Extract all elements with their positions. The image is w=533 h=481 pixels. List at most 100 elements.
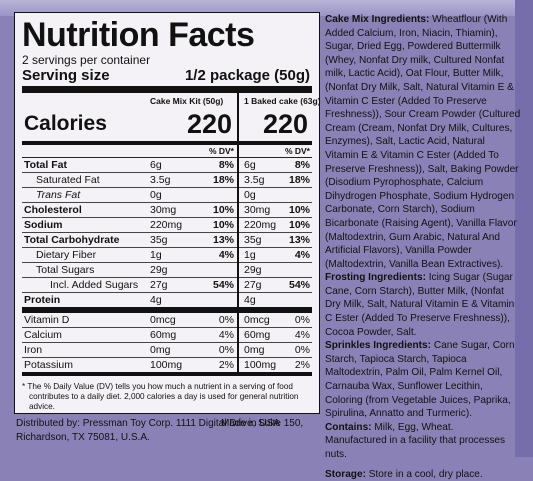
serving-size-row: Serving size 1/2 package (50g) [22,67,312,84]
amount-2: 30mg [244,204,271,216]
col2-head: 1 Baked cake (63g) [244,96,321,106]
amount-1: 29g [150,264,168,276]
amount-2: 0mcg [244,314,270,326]
nutrient-label: Sodium [24,219,63,231]
facility-statement: Manufactured in a facility that processe… [325,435,506,460]
dv-1: 10% [212,219,234,231]
rule [22,232,312,233]
rule [22,327,312,328]
dv-2: 10% [288,219,310,231]
rule [22,262,312,263]
nutrient-label: Protein [24,294,61,306]
amount-1: 0mg [150,344,171,356]
amount-1: 4g [150,294,162,306]
dv-1 [182,188,236,202]
amount-1: 60mg [150,329,177,341]
micro-label: Calcium [24,329,62,341]
dv-1: 18% [212,174,234,186]
rule [22,157,312,158]
contains-label: Contains: [325,421,372,433]
dv-1: 4% [218,329,234,341]
amount-1: 220mg [150,219,183,231]
contains-text: Milk, Egg, Wheat. [374,421,454,433]
rule [22,187,312,188]
amount-1: 27g [150,279,168,291]
amount-1: 100mg [150,359,183,371]
amount-2: 0mg [244,344,265,356]
amount-2: 1g [244,249,256,261]
serving-size-label: Serving size [22,67,110,84]
cake-ingredients-label: Cake Mix Ingredients: [325,14,430,25]
contains-statement: Contains: Milk, Egg, Wheat. [325,421,521,435]
amount-2: 220mg [244,219,277,231]
dv-2 [276,188,312,202]
dv-2 [276,263,312,277]
micro-label: Vitamin D [24,314,70,326]
dv-2: 4% [294,249,310,261]
frosting-ingredients: Frosting Ingredients: Icing Sugar (Sugar… [325,271,521,339]
col1-head: Cake Mix Kit (50g) [150,96,224,106]
daily-value-footnote: * The % Daily Value (DV) tells you how m… [22,382,299,411]
amount-2: 6g [244,159,256,171]
dv-2: 2% [294,359,310,371]
amount-2: 29g [244,264,262,276]
frosting-ingredients-label: Frosting Ingredients: [325,272,426,284]
amount-1: 1g [150,249,162,261]
dv-1 [182,263,236,277]
amount-1: 3.5g [150,174,171,186]
rule [22,307,312,313]
box-right-edge [515,0,533,457]
storage-text: Store in a cool, dry place. [368,468,483,480]
dv-2 [276,293,312,307]
dv-head-1: % DV* [208,146,234,156]
calories-value-1: 220 [186,109,232,139]
dv-1: 0% [218,344,234,356]
blank-dv [22,145,148,157]
rule [22,357,312,358]
amount-1: 0mcg [150,314,176,326]
rule [22,372,312,376]
sprinkles-ingredients: Sprinkles Ingredients: Cane Sugar, Corn … [325,339,521,421]
rule [22,141,312,145]
amount-1: 30mg [150,204,177,216]
dv-1: 13% [212,234,234,246]
dv-2: 10% [288,204,310,216]
dv-1: 10% [212,204,234,216]
micro-label: Iron [24,344,43,356]
amount-2: 35g [244,234,262,246]
serving-size-value: 1/2 package (50g) [184,67,310,84]
cake-ingredients-text: Wheatflour (With Added Calcium, Iron, Ni… [325,14,521,270]
sprinkles-ingredients-text: Cane Sugar, Corn Starch, Tapioca Starch,… [325,340,515,420]
nutrition-title: Nutrition Facts [22,16,255,54]
distributor-info: Distributed by: Pressman Toy Corp. 1111 … [16,417,316,445]
sprinkles-ingredients-label: Sprinkles Ingredients: [325,340,432,352]
calories-value-2: 220 [262,109,308,139]
thick-rule [22,86,312,93]
servings-per-container: 2 servings per container [22,53,151,67]
amount-2: 4g [244,294,256,306]
nutrient-label: Total Sugars [36,264,95,276]
dv-2: 13% [288,234,310,246]
dv-1: 0% [218,314,234,326]
dv-2: 0% [294,344,310,356]
rule [22,217,312,218]
nutrition-facts-panel: Nutrition Facts 2 servings per container… [14,12,321,414]
amount-2: 100mg [244,359,277,371]
rule [22,292,312,293]
nutrient-label: Trans Fat [36,189,81,201]
column-divider [237,93,239,376]
nutrient-label: Cholesterol [24,204,82,216]
rule [22,247,312,248]
dv-2: 0% [294,314,310,326]
dv-head-2: % DV* [284,146,310,156]
amount-2: 3.5g [244,174,265,186]
rule [22,202,312,203]
dv-2: 8% [294,159,310,171]
nutrient-label: Total Fat [24,159,67,171]
rule [22,342,312,343]
nutrient-label: Total Carbohydrate [24,234,120,246]
micro-label: Potassium [24,359,74,371]
nutrient-label: Dietary Fiber [36,249,97,261]
amount-2: 0g [244,189,256,201]
dv-1: 54% [212,279,234,291]
